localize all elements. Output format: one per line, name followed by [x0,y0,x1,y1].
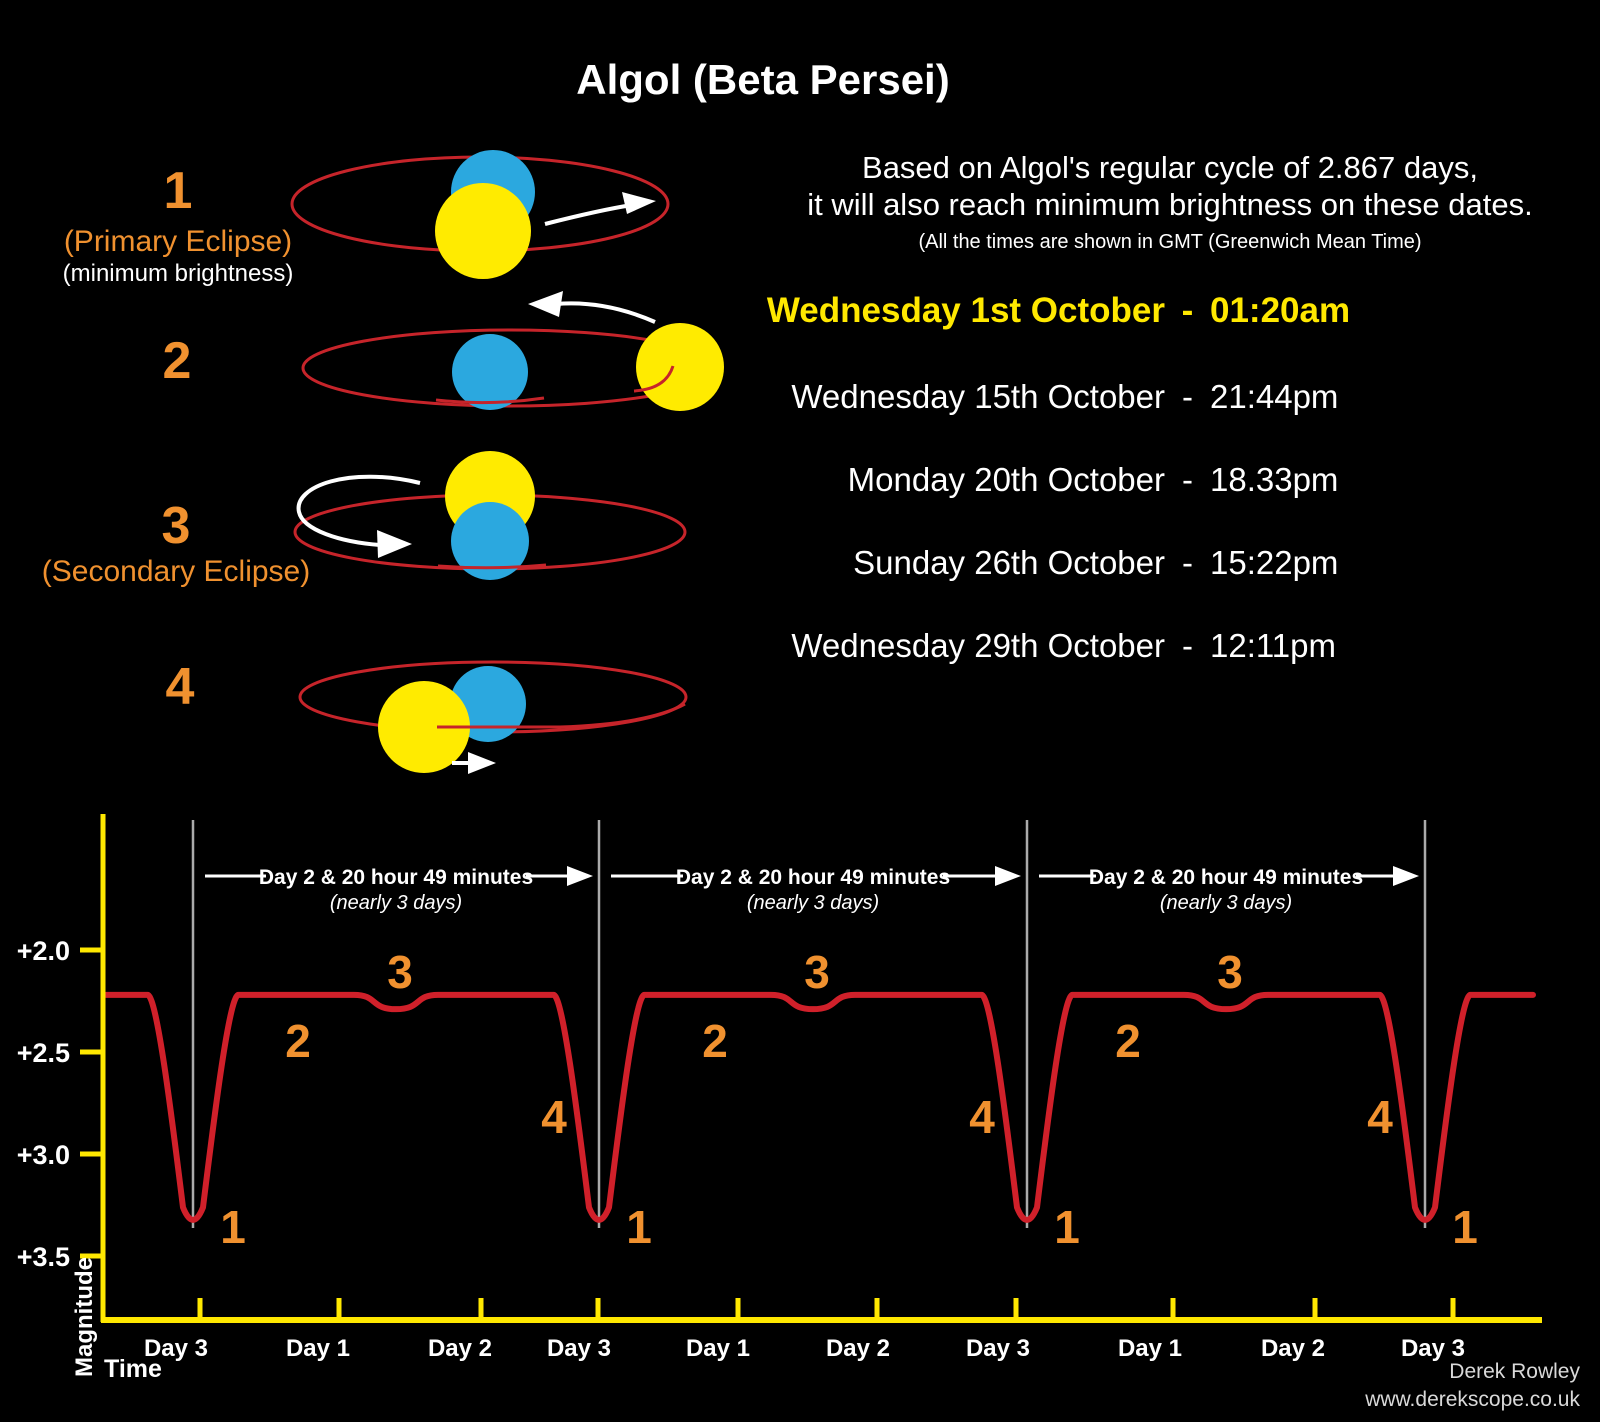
motion-arrowhead-3 [377,530,412,558]
orbit-front-segment-2 [435,396,545,405]
diagram-note-minimum-brightness: (minimum brightness) [62,260,294,287]
period-annotation-label: Day 2 & 20 hour 49 minutes [676,866,950,889]
day-label: Day 2 [1261,1335,1325,1362]
diagram-number-4: 4 [165,658,195,716]
motion-arrow-1 [544,203,633,226]
day-label: Day 1 [1118,1335,1182,1362]
date-time-separator: - [1181,291,1194,330]
light-curve-chart: +2.0 +2.5 +3.0 +3.5 Day 3 Day 1 Day 2 Day 3 Day … [17,814,1580,1411]
eclipse-date: Sunday 26th October [853,544,1165,581]
phase-label-1: 1 [1054,1201,1080,1253]
eclipse-date-row: Sunday 26th October - 15:22pm [700,544,1440,581]
day-label: Day 3 [144,1335,208,1362]
period-annotation-label: Day 2 & 20 hour 49 minutes [1089,866,1363,889]
eclipse-time: 01:20am [1210,291,1351,330]
y-tick-label: +2.5 [17,1038,70,1068]
orbit-hook-2 [633,365,675,393]
orbit-diagram-4 [298,660,688,774]
phase-label-2: 2 [285,1015,311,1067]
motion-arrow-3 [296,474,421,547]
phase-label-1: 1 [626,1201,652,1253]
motion-arrowhead-1 [622,192,656,214]
page-title: Algol (Beta Persei) [576,56,950,103]
orbit-diagrams-figure [290,150,724,774]
diagram-number-2: 2 [162,332,192,390]
credit-website: www.derekscope.co.uk [1364,1388,1580,1411]
day-label: Day 3 [966,1335,1030,1362]
eclipse-date: Monday 20th October [847,461,1165,498]
date-time-separator: - [1182,627,1193,664]
orbit-diagram-3 [293,451,687,580]
x-axis-title: Time [104,1355,162,1383]
y-tick-label: +2.0 [17,936,70,966]
day-label: Day 2 [826,1335,890,1362]
period-arrowhead [995,866,1021,886]
eclipse-time: 21:44pm [1210,378,1339,415]
date-time-separator: - [1182,461,1193,498]
eclipse-date: Wednesday 15th October [791,378,1165,415]
day-label: Day 3 [547,1335,611,1362]
date-time-separator: - [1182,544,1193,581]
day-label: Day 1 [686,1335,750,1362]
period-arrowhead [567,866,593,886]
phase-label-3: 3 [1217,946,1243,998]
intro-line-1: Based on Algol's regular cycle of 2.867 … [862,150,1478,185]
y-tick-label: +3.0 [17,1140,70,1170]
yellow-star-2 [636,323,724,411]
y-axis-title: Magnitude [71,1257,98,1377]
phase-label-2: 2 [1115,1015,1141,1067]
y-tick-label: +3.5 [17,1242,70,1272]
phase-label-2: 2 [702,1015,728,1067]
motion-arrowhead-2 [528,291,563,317]
diagram-caption-secondary-eclipse: (Secondary Eclipse) [41,555,311,588]
day-label: Day 3 [1401,1335,1465,1362]
day-label: Day 2 [428,1335,492,1362]
diagram-number-3: 3 [161,497,191,555]
phase-label-1: 1 [1452,1201,1478,1253]
phase-label-1: 1 [220,1201,246,1253]
period-arrowhead [1393,866,1419,886]
diagram-caption-primary-eclipse: (Primary Eclipse) [63,225,293,258]
eclipse-date-row: Monday 20th October - 18.33pm [700,461,1440,498]
yellow-star-4 [378,681,470,773]
period-annotation-sub: (nearly 3 days) [747,892,879,914]
light-curve [103,991,1536,1223]
orbit-front-segment-4 [437,702,686,729]
eclipse-date-row: Wednesday 15th October - 21:44pm [700,378,1440,415]
orbit-diagram-2 [301,291,724,411]
date-time-separator: - [1182,378,1193,415]
gmt-note: (All the times are shown in GMT (Greenwi… [918,231,1422,253]
eclipse-time: 15:22pm [1210,544,1339,581]
motion-arrowhead-4 [468,752,496,774]
eclipse-date-row: Wednesday 1st October - 01:20am [700,291,1440,331]
orbit-diagram-1 [290,150,670,279]
intro-line-2: it will also reach minimum brightness on… [807,187,1533,222]
eclipse-date: Wednesday 29th October [791,627,1165,664]
eclipse-time: 18.33pm [1210,461,1339,498]
phase-label-4: 4 [1367,1091,1393,1143]
phase-label-3: 3 [804,946,830,998]
phase-label-3: 3 [387,946,413,998]
day-label: Day 1 [286,1335,350,1362]
intro-text: Based on Algol's regular cycle of 2.867 … [740,149,1600,223]
orbit-front-segment-3 [437,563,547,570]
credit-author: Derek Rowley [1449,1360,1580,1383]
diagram-number-1: 1 [163,162,193,220]
eclipse-date: Wednesday 1st October [766,291,1165,330]
period-annotation-sub: (nearly 3 days) [1160,892,1292,914]
period-annotation-sub: (nearly 3 days) [330,892,462,914]
period-annotation-label: Day 2 & 20 hour 49 minutes [259,866,533,889]
phase-label-4: 4 [541,1091,567,1143]
eclipse-date-row: Wednesday 29th October - 12:11pm [700,627,1440,664]
phase-label-4: 4 [969,1091,995,1143]
blue-star-2 [452,334,528,410]
blue-star-3 [451,502,529,580]
yellow-star-1 [435,183,531,279]
motion-arrow-2 [555,301,656,324]
eclipse-time: 12:11pm [1210,627,1336,664]
